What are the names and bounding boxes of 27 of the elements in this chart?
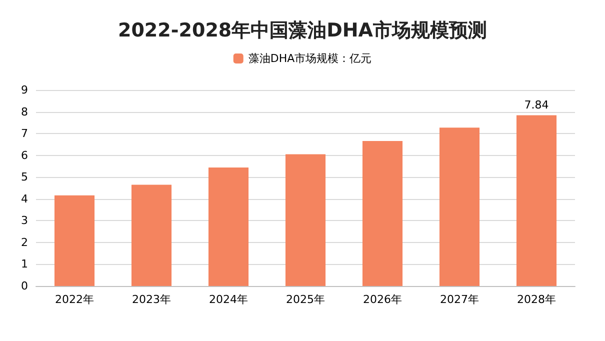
y-tick-label: 6 (21, 148, 28, 162)
y-tick-label: 2 (21, 236, 28, 249)
data-label: 7.84 (524, 98, 549, 112)
chart-title: 2022-2028年中国藻油DHA市场规模预测 (118, 20, 488, 42)
x-tick-label: 2025年 (286, 293, 325, 306)
y-tick-label: 4 (21, 192, 28, 206)
bar (285, 154, 326, 286)
x-tick-label: 2024年 (209, 293, 248, 306)
y-tick-label: 9 (21, 84, 28, 96)
legend-label: 藻油DHA市场规模：亿元 (248, 52, 372, 65)
bar (439, 128, 480, 286)
y-tick-label: 0 (21, 280, 28, 292)
x-tick-label: 2022年 (55, 293, 94, 306)
y-tick-label: 1 (21, 258, 28, 271)
x-tick-label: 2028年 (517, 293, 556, 306)
x-tick-label: 2023年 (132, 293, 171, 306)
bar (362, 140, 403, 286)
bar (208, 168, 249, 286)
y-tick-label: 7 (21, 127, 28, 140)
y-tick-label: 8 (21, 105, 28, 118)
bar (54, 195, 95, 286)
y-tick-label: 5 (21, 170, 28, 184)
x-tick-label: 2027年 (440, 293, 479, 306)
y-tick-label: 3 (21, 214, 28, 228)
x-tick-label: 2026年 (363, 293, 402, 306)
bar (131, 184, 172, 286)
bar (516, 115, 557, 286)
